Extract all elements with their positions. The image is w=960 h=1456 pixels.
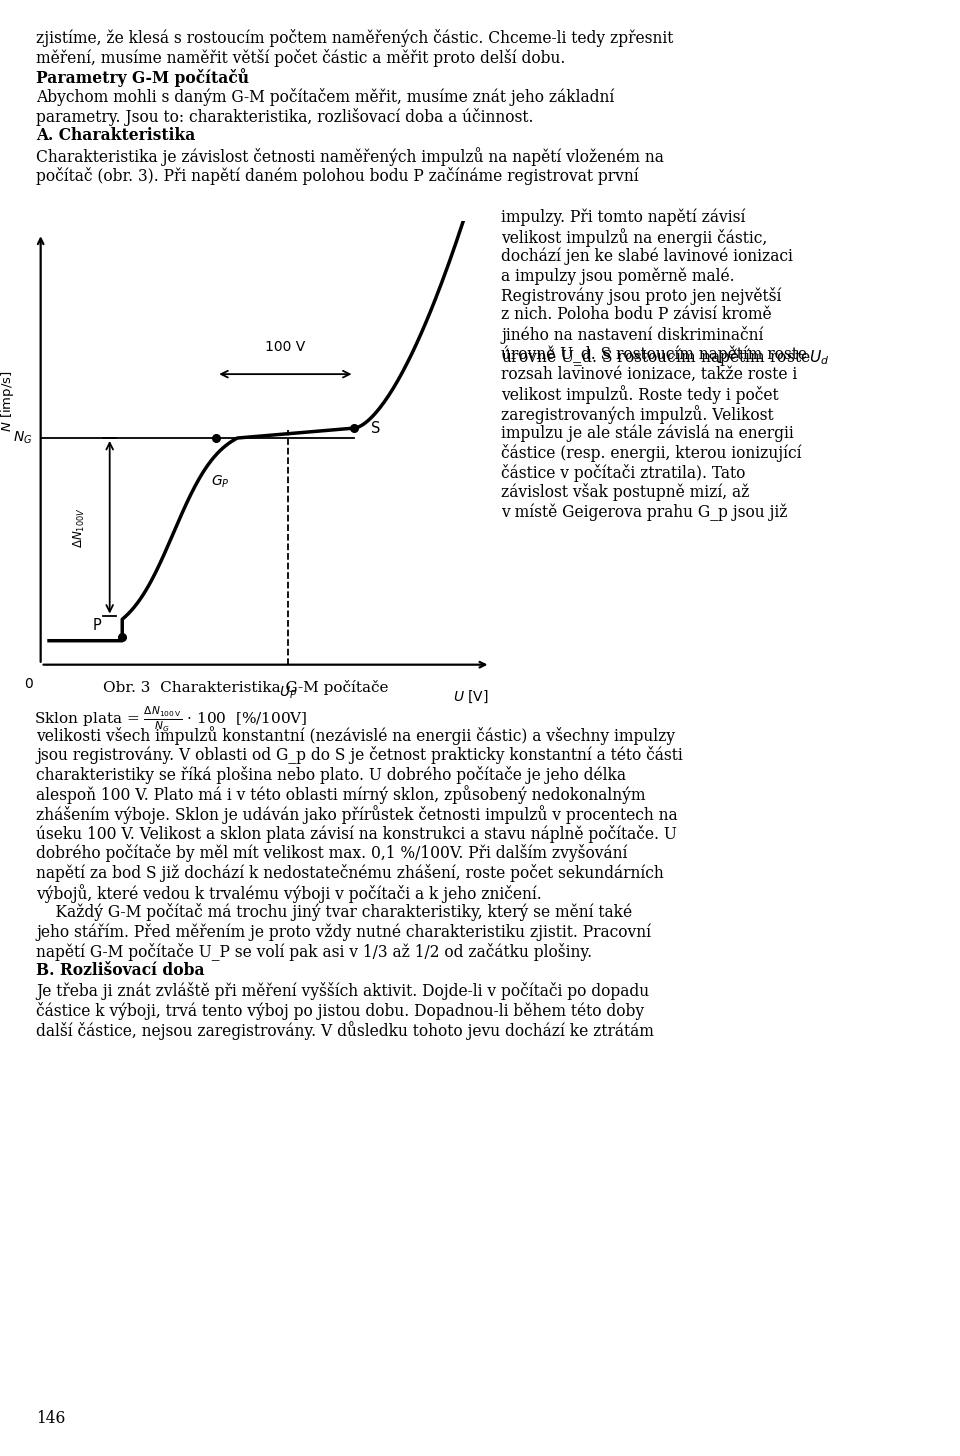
Text: 0: 0 [24, 677, 33, 690]
Text: napětí za bod S již dochází k nedostatečnému zhášení, roste počet sekundárních: napětí za bod S již dochází k nedostateč… [36, 865, 664, 882]
Text: $U_P$: $U_P$ [279, 684, 298, 700]
Text: impulzy. Při tomto napětí závisí: impulzy. Při tomto napětí závisí [501, 208, 746, 226]
Text: Sklon plata = $\frac{\Delta N_{100\,\mathrm{V}}}{N_G}$ $\cdot$ 100  [%/100V]: Sklon plata = $\frac{\Delta N_{100\,\mat… [34, 705, 307, 734]
Text: napětí G-M počítače U_P se volí pak asi v 1/3 až 1/2 od začátku plošiny.: napětí G-M počítače U_P se volí pak asi … [36, 943, 592, 961]
Text: S: S [372, 421, 380, 435]
Text: závislost však postupně mizí, až: závislost však postupně mizí, až [501, 483, 750, 501]
Text: Charakteristika je závislost četnosti naměřených impulzů na napětí vloženém na: Charakteristika je závislost četnosti na… [36, 147, 664, 166]
Text: $G_P$: $G_P$ [211, 475, 229, 491]
Text: jeho stářím. Před měřením je proto vždy nutné charakteristiku zjistit. Pracovní: jeho stářím. Před měřením je proto vždy … [36, 923, 652, 941]
Text: měření, musíme naměřit větší počet částic a měřit proto delší dobu.: měření, musíme naměřit větší počet části… [36, 48, 565, 67]
Text: výbojů, které vedou k trvalému výboji v počítači a k jeho zničení.: výbojů, které vedou k trvalému výboji v … [36, 884, 542, 903]
Text: dochází jen ke slabé lavinové ionizaci: dochází jen ke slabé lavinové ionizaci [501, 248, 793, 265]
Text: počítač (obr. 3). Při napětí daném polohou bodu P začínáme registrovat první: počítač (obr. 3). Při napětí daném poloh… [36, 166, 639, 185]
Text: A. Charakteristika: A. Charakteristika [36, 127, 196, 144]
Text: jiného na nastavení diskriminační: jiného na nastavení diskriminační [501, 326, 763, 344]
Text: Parametry G-M počítačů: Parametry G-M počítačů [36, 68, 250, 87]
Text: velikost impulzů. Roste tedy i počet: velikost impulzů. Roste tedy i počet [501, 384, 779, 403]
Text: Registrovány jsou proto jen největší: Registrovány jsou proto jen největší [501, 287, 781, 304]
Text: úrovně ​⁠U⁠_d. S rostoucím napětím roste$U_d$: úrovně ​⁠U⁠_d. S rostoucím napětím roste… [501, 345, 829, 368]
Text: $U$ [V]: $U$ [V] [452, 689, 489, 705]
Text: Je třeba ji znát zvláště při měření vyšších aktivit. Dojde-li v počítači po dopa: Je třeba ji znát zvláště při měření vyšš… [36, 983, 650, 1000]
Text: velikosti všech impulzů konstantní (nezávislé na energii částic) a všechny impul: velikosti všech impulzů konstantní (nezá… [36, 727, 676, 745]
Text: P: P [92, 617, 102, 633]
Text: úrovně ​⁠U⁠_d. S rostoucím napětím roste: úrovně ​⁠U⁠_d. S rostoucím napětím roste [501, 345, 807, 364]
Text: Každý G-M počítač má trochu jiný tvar charakteristiky, který se mění také: Každý G-M počítač má trochu jiný tvar ch… [36, 903, 633, 922]
Text: částice (resp. energii, kterou ionizující: částice (resp. energii, kterou ionizujíc… [501, 444, 802, 462]
Text: rozsah lavinové ionizace, takže roste i: rozsah lavinové ionizace, takže roste i [501, 365, 798, 383]
Text: parametry. Jsou to: charakteristika, rozlišovací doba a účinnost.: parametry. Jsou to: charakteristika, roz… [36, 108, 534, 125]
Text: $N_G$: $N_G$ [12, 430, 33, 446]
Text: v místě Geigerova prahu G_p jsou již: v místě Geigerova prahu G_p jsou již [501, 502, 787, 521]
Text: $\Delta N_{100V}$: $\Delta N_{100V}$ [72, 507, 86, 547]
Text: impulzu je ale stále závislá na energii: impulzu je ale stále závislá na energii [501, 424, 794, 443]
Text: úseku 100 V. Velikost a sklon plata závisí na konstrukci a stavu náplně počítače: úseku 100 V. Velikost a sklon plata závi… [36, 824, 678, 843]
Text: z nich. Poloha bodu ⁠​P závisí kromě: z nich. Poloha bodu ⁠​P závisí kromě [501, 306, 772, 323]
Text: zjistíme, že klesá s rostoucím počtem naměřených částic. Chceme-li tedy zpřesnit: zjistíme, že klesá s rostoucím počtem na… [36, 29, 674, 47]
Text: $N$ [imp/s]: $N$ [imp/s] [0, 370, 15, 432]
Text: alespoň 100 V. Plato má i v této oblasti mírný sklon, způsobený nedokonalným: alespoň 100 V. Plato má i v této oblasti… [36, 786, 646, 804]
Text: Obr. 3  Charakteristika G-M počítače: Obr. 3 Charakteristika G-M počítače [103, 680, 388, 695]
Text: dobrého počítače by měl mít velikost max. 0,1 %/100V. Při dalším zvyšování: dobrého počítače by měl mít velikost max… [36, 844, 628, 862]
Text: částice k výboji, trvá tento výboj po jistou dobu. Dopadnou-li během této doby: částice k výboji, trvá tento výboj po ji… [36, 1002, 644, 1019]
Text: Abychom mohli s daným G-M počítačem měřit, musíme znát jeho základní: Abychom mohli s daným G-M počítačem měři… [36, 87, 614, 106]
Text: 146: 146 [36, 1409, 66, 1427]
Text: a impulzy jsou poměrně malé.: a impulzy jsou poměrně malé. [501, 266, 734, 285]
Text: jsou registrovány. V oblasti od G_p do S je četnost prakticky konstantní a této : jsou registrovány. V oblasti od G_p do S… [36, 745, 684, 764]
Text: částice v počítači ztratila). Tato: částice v počítači ztratila). Tato [501, 463, 746, 482]
Text: zhášením výboje. Sklon je udáván jako přírůstek četnosti impulzů v procentech na: zhášením výboje. Sklon je udáván jako př… [36, 805, 678, 824]
Text: B. Rozlišovací doba: B. Rozlišovací doba [36, 962, 205, 980]
Text: zaregistrovaných impulzů. Velikost: zaregistrovaných impulzů. Velikost [501, 405, 774, 424]
Text: další částice, nejsou zaregistrovány. V důsledku tohoto jevu dochází ke ztrátám: další částice, nejsou zaregistrovány. V … [36, 1022, 655, 1040]
Text: velikost impulzů na energii částic,: velikost impulzů na energii částic, [501, 227, 767, 246]
Text: 100 V: 100 V [265, 341, 305, 354]
Text: charakteristiky se říká plošina nebo plato. U dobrého počítače je jeho délka: charakteristiky se říká plošina nebo pla… [36, 766, 627, 783]
